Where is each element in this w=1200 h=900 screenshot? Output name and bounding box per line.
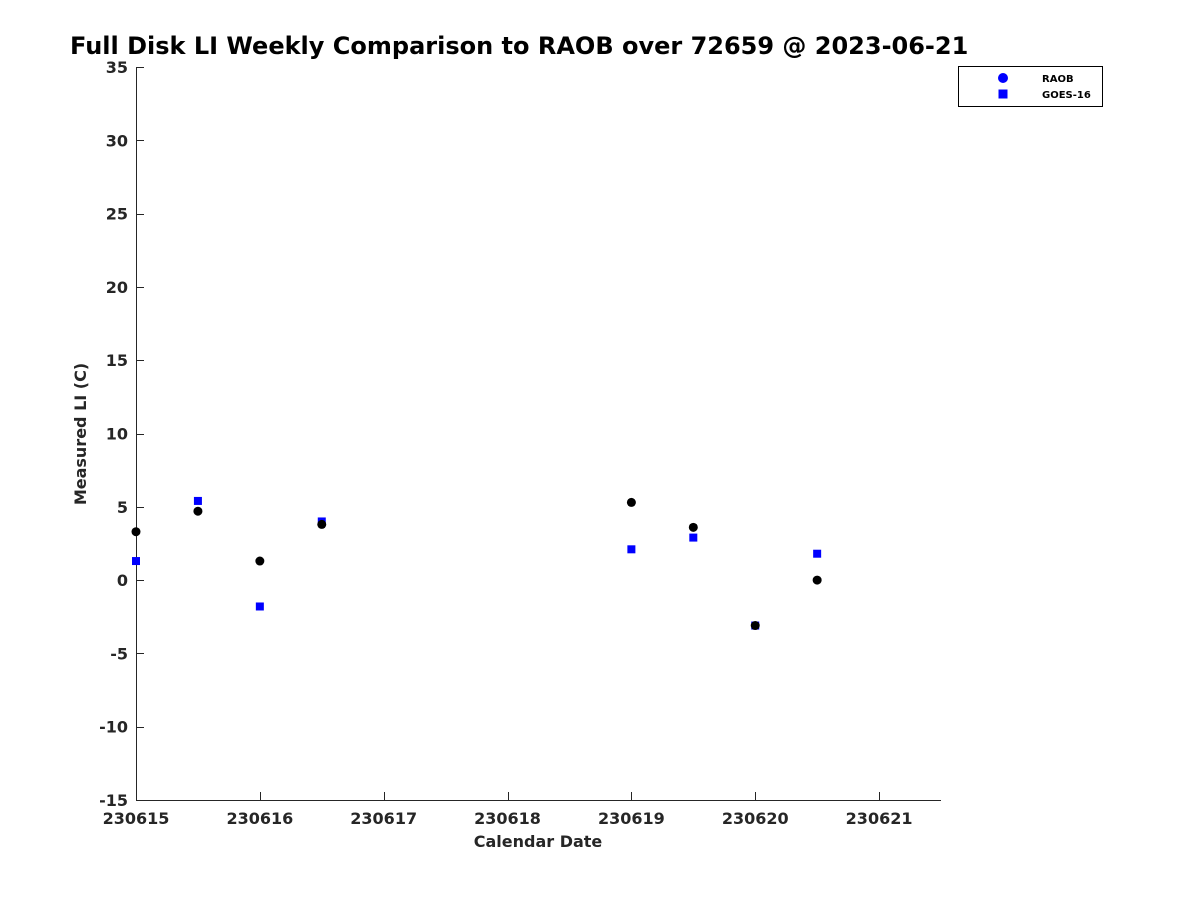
raob-point <box>688 522 698 532</box>
x-tick-label: 230619 <box>598 809 665 828</box>
raob-point <box>131 527 141 537</box>
x-tick-label: 230620 <box>722 809 789 828</box>
y-axis-label: Measured LI (C) <box>71 363 90 505</box>
y-tick-label: -15 <box>99 791 128 810</box>
x-tick-label: 230621 <box>846 809 913 828</box>
chart-title: Full Disk LI Weekly Comparison to RAOB o… <box>70 32 968 60</box>
y-tick-label: 5 <box>117 498 128 517</box>
x-tick-label: 230615 <box>103 809 170 828</box>
raob-point <box>255 556 265 566</box>
y-tick-label: 15 <box>106 351 128 370</box>
goes16-point <box>627 545 636 554</box>
x-tick-label: 230617 <box>350 809 417 828</box>
x-tick-label: 230616 <box>226 809 293 828</box>
y-tick-label: 0 <box>117 571 128 590</box>
data-points <box>131 496 822 631</box>
x-axis-ticks: 230615 230616 230617 230618 230619 230620 2306… <box>103 792 913 828</box>
raob-point <box>626 497 636 507</box>
y-tick-label: 10 <box>106 425 128 444</box>
goes16-point <box>132 557 140 566</box>
y-tick-label: 25 <box>106 205 128 224</box>
y-axis-ticks: -15 -10 -5 0 5 10 15 20 25 30 35 <box>99 58 144 810</box>
raob-point <box>193 506 203 516</box>
raob-point <box>812 575 822 585</box>
goes16-point <box>689 533 698 542</box>
x-tick-label: 230618 <box>474 809 541 828</box>
y-tick-label: 35 <box>106 58 128 77</box>
legend-goes16-label: GOES-16 <box>1042 90 1091 101</box>
legend[interactable]: RAOB GOES-16 <box>958 66 1103 107</box>
legend-box <box>958 66 1103 107</box>
legend-goes16-marker <box>998 89 1008 99</box>
goes16-point <box>193 496 202 505</box>
legend-raob-label: RAOB <box>1042 74 1074 85</box>
y-tick-label: -5 <box>110 644 128 663</box>
goes16-point <box>813 549 822 558</box>
y-tick-label: 20 <box>106 278 128 297</box>
raob-point <box>317 519 327 529</box>
y-tick-label: 30 <box>106 131 128 150</box>
axes <box>136 67 941 801</box>
y-tick-label: -10 <box>99 718 128 737</box>
raob-point <box>750 621 760 631</box>
goes16-point <box>255 602 264 611</box>
x-axis-label: Calendar Date <box>474 832 603 851</box>
legend-raob-marker <box>998 73 1008 83</box>
